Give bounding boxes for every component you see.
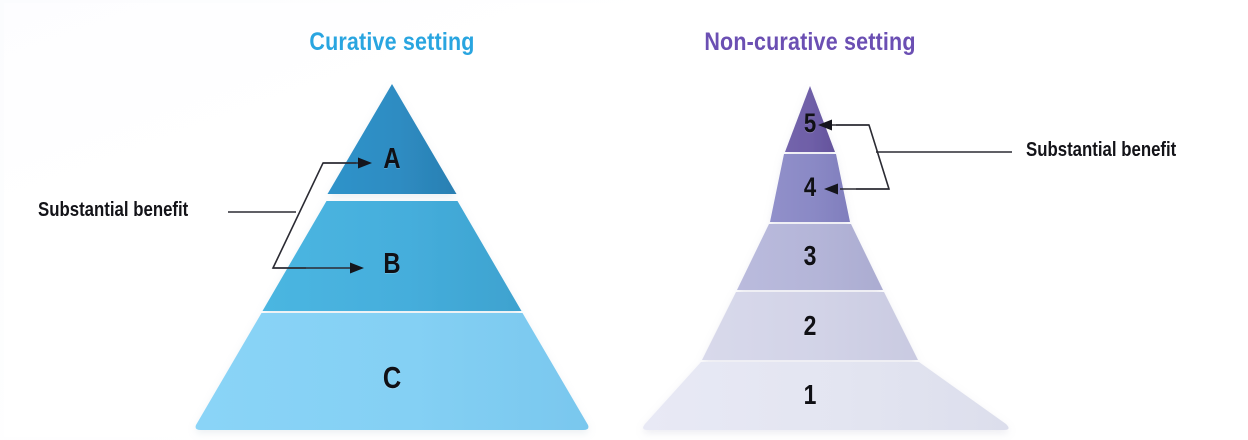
curative-callout-label: Substantial benefit	[38, 199, 189, 221]
curative-callout-connector	[228, 162, 364, 269]
non-curative-tier-2-label: 2	[803, 310, 817, 341]
non-curative-callout-connector	[832, 124, 1012, 190]
non-curative-tier-4-shape[interactable]	[770, 154, 850, 222]
non-curative-arrowhead-5	[818, 119, 832, 131]
non-curative-tier-4-label: 4	[803, 172, 817, 202]
non-curative-tier-2-shape[interactable]	[702, 292, 918, 360]
non-curative-arrowhead-4	[824, 183, 838, 195]
curative-tier-b-label: B	[383, 248, 401, 280]
curative-tier-c-label: C	[382, 360, 402, 395]
non-curative-tier-1-shape[interactable]	[643, 362, 1009, 430]
curative-tier-b-shape[interactable]	[262, 201, 522, 311]
curative-tier-a-shape[interactable]	[327, 84, 457, 194]
curative-arrowhead-b	[350, 262, 364, 274]
non-curative-tier-5-label: 5	[803, 108, 817, 138]
non-curative-tier-3-shape[interactable]	[737, 224, 883, 290]
curative-tier-c-shape[interactable]	[195, 313, 589, 430]
non-curative-panel-title: Non-curative setting	[704, 28, 916, 56]
curative-tier-a-label: A	[383, 143, 401, 175]
curative-panel-title: Curative setting	[309, 28, 475, 56]
curative-arrowhead-a	[358, 157, 372, 169]
non-curative-tier-1-label: 1	[803, 379, 817, 410]
non-curative-callout-label: Substantial benefit	[1026, 139, 1177, 161]
non-curative-tier-5-shape[interactable]	[785, 86, 835, 152]
non-curative-pyramid	[643, 86, 1009, 430]
non-curative-tier-3-label: 3	[803, 240, 817, 271]
